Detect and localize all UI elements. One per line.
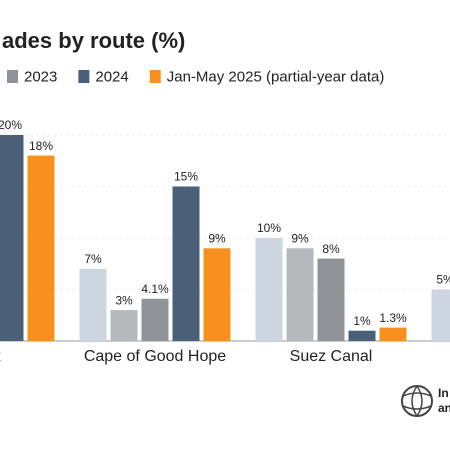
legend-swatch: [7, 70, 18, 83]
legend-swatch: [78, 70, 90, 83]
chart-title: ades by route (%): [2, 28, 185, 53]
value-label: 20%: [0, 118, 22, 132]
legend-label: Jan-May 2025 (partial-year data): [167, 68, 385, 85]
value-label: 18%: [29, 139, 53, 153]
bar: [317, 258, 345, 341]
logo-globe: [401, 385, 433, 417]
value-label: 4.1%: [141, 282, 169, 296]
bar: [79, 268, 107, 341]
x-tick-label: Cape of Good Hope: [84, 348, 226, 365]
value-label: 9%: [208, 231, 226, 245]
logo-text: In: [438, 386, 449, 400]
bar: [203, 248, 231, 341]
value-label: 3%: [115, 293, 133, 307]
bar: [431, 289, 450, 341]
value-label: 5%: [436, 273, 450, 287]
x-tick-label: ormuz: [0, 348, 1, 365]
value-label: 1.3%: [379, 311, 407, 325]
value-label: 10%: [257, 221, 281, 235]
value-label: 15%: [174, 170, 198, 184]
logo-lines: [402, 385, 432, 417]
value-label: 7%: [84, 252, 102, 266]
logo-text: an: [438, 401, 450, 415]
value-label: 1%: [353, 314, 371, 328]
value-label: 8%: [322, 242, 340, 256]
x-tick-label: Suez Canal: [290, 348, 373, 365]
bar: [141, 298, 169, 341]
logo: In an: [401, 385, 450, 417]
value-label: 9%: [291, 231, 309, 245]
bar: [379, 327, 407, 341]
bar: [348, 330, 376, 341]
legend-label: 2024: [95, 68, 128, 85]
bar: [27, 155, 55, 341]
bar: [110, 310, 138, 341]
bar: [0, 135, 24, 341]
legend-swatch: [149, 70, 161, 83]
legend-label: 2023: [24, 68, 57, 85]
bar: [286, 248, 314, 341]
bar: [172, 186, 200, 341]
bar: [255, 238, 283, 341]
